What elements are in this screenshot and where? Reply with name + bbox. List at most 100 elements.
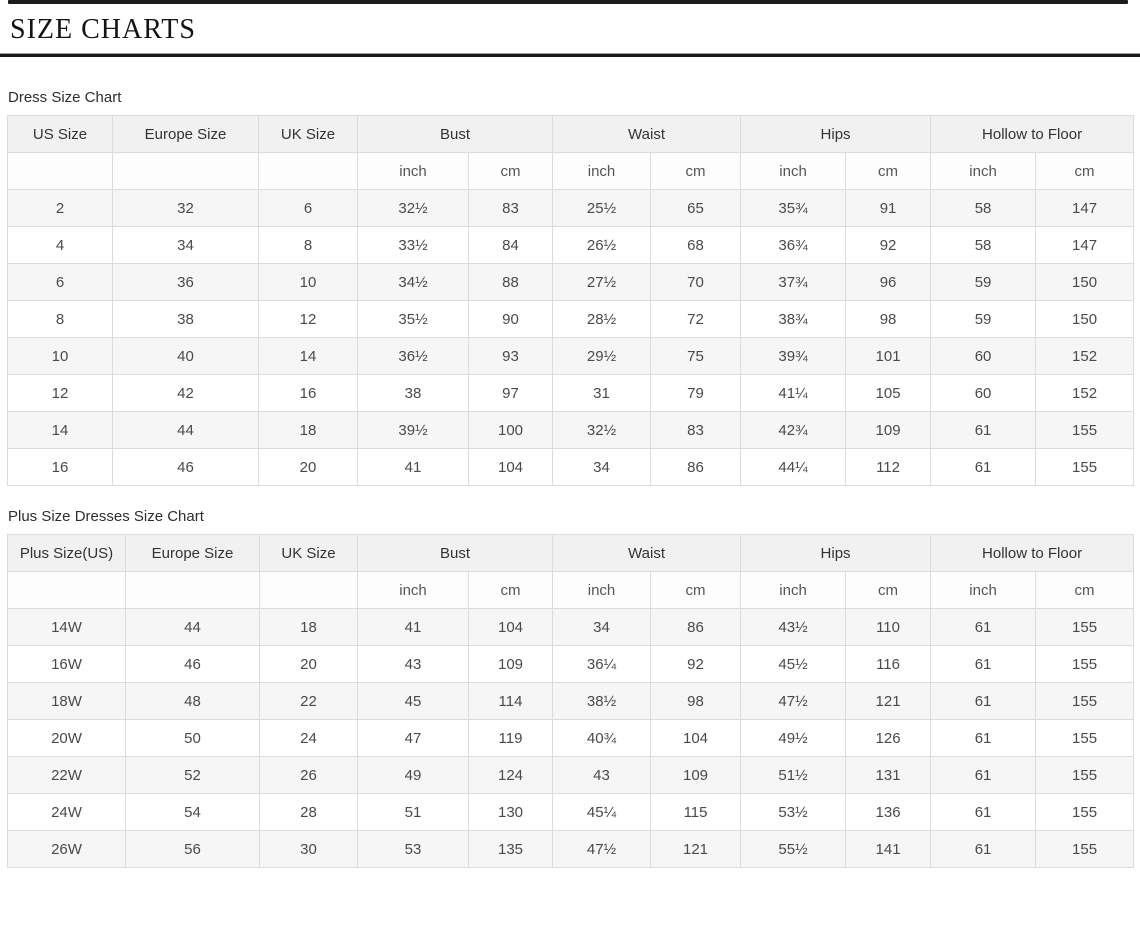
plus-chart-label: Plus Size Dresses Size Chart [8, 508, 204, 525]
table-cell: 86 [650, 608, 742, 646]
table-cell: 152 [1035, 374, 1135, 412]
table-cell: 116 [845, 645, 932, 683]
column-header-europe-size: Europe Size [112, 115, 259, 153]
empty-header-cell [112, 152, 259, 190]
table-cell: 53 [357, 830, 469, 868]
table-cell: 43 [552, 756, 652, 794]
unit-header-inch: inch [740, 571, 847, 609]
table-cell: 98 [845, 300, 932, 338]
table-cell: 92 [845, 226, 932, 264]
table-cell: 6 [7, 263, 113, 301]
table-cell: 124 [467, 756, 554, 794]
table-cell: 38¾ [740, 300, 847, 338]
table-cell: 35½ [357, 300, 469, 338]
table-cell: 88 [467, 263, 554, 301]
table-cell: 2 [7, 189, 113, 227]
table-unit-row: inch cm inch cm inch cm inch cm [7, 152, 1135, 190]
table-cell: 51 [357, 793, 469, 831]
table-cell: 55½ [740, 830, 847, 868]
table-cell: 44¼ [740, 448, 847, 486]
table-cell: 150 [1035, 300, 1135, 338]
table-cell: 101 [845, 337, 932, 375]
unit-header-inch: inch [552, 571, 652, 609]
table-cell: 155 [1035, 411, 1135, 449]
table-cell: 38½ [552, 682, 652, 720]
table-cell: 93 [467, 337, 554, 375]
table-cell: 61 [930, 682, 1037, 720]
table-cell: 59 [930, 263, 1037, 301]
table-cell: 112 [845, 448, 932, 486]
table-cell: 30 [259, 830, 358, 868]
table-cell: 16W [7, 645, 126, 683]
table-cell: 97 [467, 374, 554, 412]
table-header-row: US Size Europe Size UK Size Bust Waist H… [7, 115, 1135, 153]
table-cell: 39½ [357, 411, 469, 449]
table-cell: 48 [125, 682, 260, 720]
table-cell: 35¾ [740, 189, 847, 227]
table-cell: 36 [112, 263, 259, 301]
table-cell: 61 [930, 793, 1037, 831]
column-header-europe-size: Europe Size [125, 534, 260, 572]
table-row: 22W 52 26 49 124 43 109 51½ 131 61 155 [7, 756, 1135, 794]
table-cell: 27½ [552, 263, 652, 301]
table-cell: 25½ [552, 189, 652, 227]
table-cell: 20 [258, 448, 358, 486]
table-cell: 8 [258, 226, 358, 264]
table-row: 18W 48 22 45 114 38½ 98 47½ 121 61 155 [7, 682, 1135, 720]
table-cell: 34½ [357, 263, 469, 301]
table-cell: 56 [125, 830, 260, 868]
table-cell: 47½ [552, 830, 652, 868]
table-row: 6 36 10 34½ 88 27½ 70 37¾ 96 59 150 [7, 263, 1135, 301]
empty-header-cell [125, 571, 260, 609]
table-cell: 28 [259, 793, 358, 831]
column-header-hollow-to-floor: Hollow to Floor [930, 115, 1135, 153]
empty-header-cell [7, 152, 113, 190]
table-cell: 47 [357, 719, 469, 757]
table-cell: 6 [258, 189, 358, 227]
table-row: 10 40 14 36½ 93 29½ 75 39¾ 101 60 152 [7, 337, 1135, 375]
table-cell: 26 [259, 756, 358, 794]
unit-header-inch: inch [740, 152, 847, 190]
table-cell: 83 [467, 189, 554, 227]
table-cell: 44 [112, 411, 259, 449]
table-cell: 147 [1035, 226, 1135, 264]
column-header-hips: Hips [740, 115, 932, 153]
table-cell: 36½ [357, 337, 469, 375]
table-cell: 147 [1035, 189, 1135, 227]
table-cell: 155 [1035, 645, 1135, 683]
table-cell: 96 [845, 263, 932, 301]
table-cell: 126 [845, 719, 932, 757]
table-cell: 32½ [357, 189, 469, 227]
table-row: 4 34 8 33½ 84 26½ 68 36¾ 92 58 147 [7, 226, 1135, 264]
column-header-hips: Hips [740, 534, 932, 572]
table-row: 24W 54 28 51 130 45¼ 115 53½ 136 61 155 [7, 793, 1135, 831]
table-cell: 40¾ [552, 719, 652, 757]
unit-header-inch: inch [930, 152, 1037, 190]
table-cell: 16 [7, 448, 113, 486]
table-cell: 60 [930, 374, 1037, 412]
table-cell: 32½ [552, 411, 652, 449]
table-cell: 29½ [552, 337, 652, 375]
unit-header-inch: inch [357, 571, 469, 609]
table-cell: 42¾ [740, 411, 847, 449]
table-cell: 43½ [740, 608, 847, 646]
table-cell: 34 [112, 226, 259, 264]
page-title: SIZE CHARTS [10, 14, 196, 45]
table-cell: 14W [7, 608, 126, 646]
table-cell: 61 [930, 411, 1037, 449]
table-cell: 119 [467, 719, 554, 757]
dress-chart-label: Dress Size Chart [8, 89, 122, 106]
table-cell: 36¾ [740, 226, 847, 264]
column-header-hollow-to-floor: Hollow to Floor [930, 534, 1135, 572]
table-cell: 43 [357, 645, 469, 683]
unit-header-inch: inch [930, 571, 1037, 609]
table-cell: 58 [930, 189, 1037, 227]
column-header-bust: Bust [356, 115, 554, 153]
table-cell: 60 [930, 337, 1037, 375]
table-cell: 10 [7, 337, 113, 375]
empty-header-cell [7, 571, 126, 609]
table-cell: 114 [467, 682, 554, 720]
unit-header-cm: cm [1035, 152, 1135, 190]
table-cell: 12 [258, 300, 358, 338]
table-cell: 86 [650, 448, 742, 486]
